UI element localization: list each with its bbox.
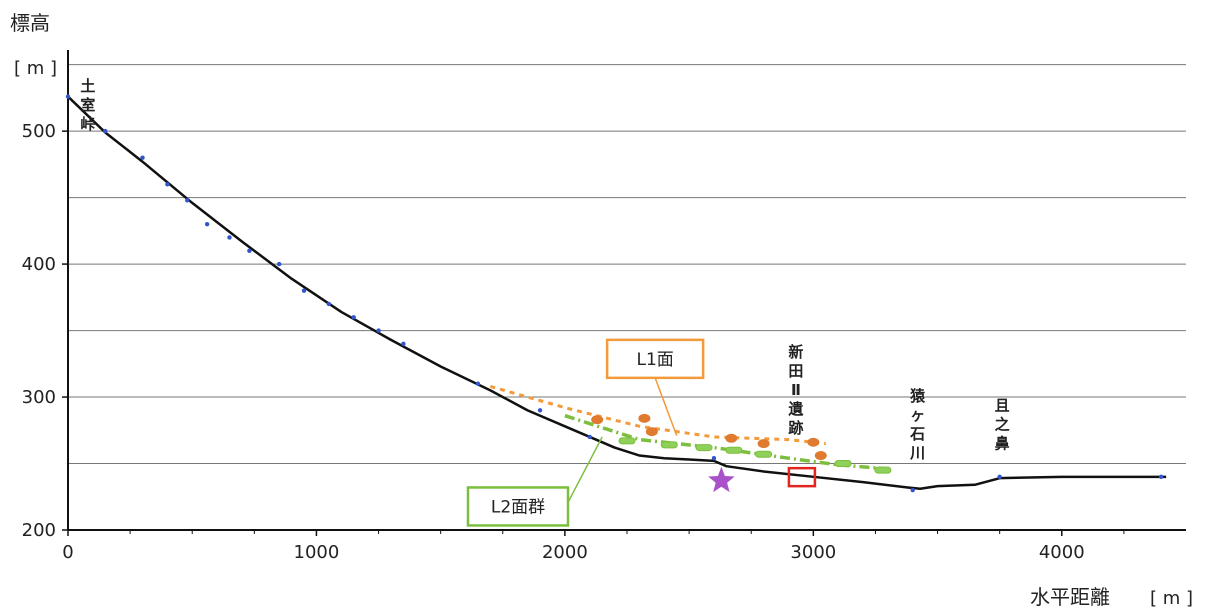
survey-point: [401, 341, 406, 347]
vertical-label-char: 室: [80, 96, 95, 114]
survey-point: [103, 128, 108, 134]
x-tick-label: 1000: [294, 542, 340, 563]
l2-marker: [660, 441, 678, 449]
vertical-label-char: 猿: [909, 387, 926, 405]
y-tick-label: 300: [22, 387, 56, 408]
survey-point: [185, 198, 190, 203]
callout-label: L2面群: [491, 497, 545, 517]
survey-point: [65, 94, 71, 99]
x-axis-title: 水平距離: [1030, 585, 1110, 609]
star-marker: [708, 466, 735, 493]
x-tick-label: 2000: [542, 542, 588, 563]
survey-point: [351, 315, 356, 320]
l1-marker: [807, 437, 820, 447]
vertical-label-char: Ⅱ: [791, 381, 801, 399]
survey-point: [537, 408, 543, 413]
vertical-label-char: 新: [788, 343, 803, 361]
vertical-label-char: 峠: [80, 115, 95, 133]
l1-marker: [638, 413, 651, 423]
tick-labels: 0 1000 2000 3000 4000 200 300 400 500: [22, 121, 1125, 563]
callout-leader-line: [567, 436, 603, 503]
l2-marker: [874, 466, 892, 474]
vertical-place-label: 且之鼻: [995, 396, 1010, 452]
survey-point: [301, 288, 307, 293]
vertical-label-char: 跡: [788, 419, 803, 437]
survey-point: [475, 381, 481, 386]
vertical-label-char: 之: [995, 415, 1010, 433]
terrain-profile-line: [67, 95, 1167, 491]
y-axis-unit: [ m ]: [14, 58, 57, 79]
survey-point: [376, 328, 381, 333]
l2-marker: [755, 450, 773, 458]
vertical-label-char: 且: [995, 396, 1010, 414]
vertical-label-char: 鼻: [995, 434, 1010, 452]
y-tick-label: 200: [22, 520, 56, 541]
vertical-label-char: 土: [80, 77, 95, 95]
x-tick-label: 3000: [790, 542, 836, 563]
survey-point: [204, 221, 210, 227]
vertical-place-label: 土室峠: [80, 77, 95, 133]
plot-area: [65, 94, 1167, 493]
l2-marker: [725, 446, 743, 454]
vertical-label-char: 川: [909, 444, 925, 462]
vertical-label-char: ヶ: [910, 406, 925, 424]
l1-marker: [757, 439, 770, 449]
x-tick-label: 0: [62, 542, 73, 563]
site-box-marker: [787, 466, 817, 488]
survey-point: [326, 301, 332, 307]
survey-point: [910, 487, 915, 493]
survey-point: [1158, 474, 1164, 480]
vertical-label-char: 田: [788, 362, 803, 380]
y-axis-title: 標高: [10, 11, 50, 35]
callout-box: [605, 338, 705, 380]
l2-marker: [618, 437, 636, 445]
survey-point: [247, 248, 252, 253]
x-axis-unit: [ m ]: [1150, 588, 1193, 609]
callout-leader-line: [654, 377, 678, 436]
survey-point: [276, 261, 282, 267]
vertical-label-char: 石: [909, 425, 925, 443]
callout-label: L1面: [636, 350, 673, 370]
l2-marker: [834, 460, 852, 468]
callout-box: [466, 486, 570, 527]
l1-surface-line: [489, 384, 826, 446]
y-tick-label: 400: [22, 254, 56, 275]
x-tick-label: 4000: [1039, 542, 1085, 563]
l1-marker: [725, 433, 738, 443]
survey-point: [997, 474, 1002, 480]
l1-marker: [814, 451, 827, 461]
l2-marker: [695, 444, 713, 452]
survey-point: [140, 155, 145, 160]
gridlines: [68, 64, 1186, 465]
vertical-label-char: 遺: [787, 400, 804, 418]
survey-point: [711, 456, 717, 461]
l1-marker: [591, 415, 604, 425]
y-tick-label: 500: [22, 121, 56, 142]
l1-marker: [645, 427, 658, 437]
survey-point: [165, 182, 170, 187]
survey-point: [587, 434, 592, 440]
axes: [67, 50, 1186, 531]
survey-point: [227, 235, 232, 240]
